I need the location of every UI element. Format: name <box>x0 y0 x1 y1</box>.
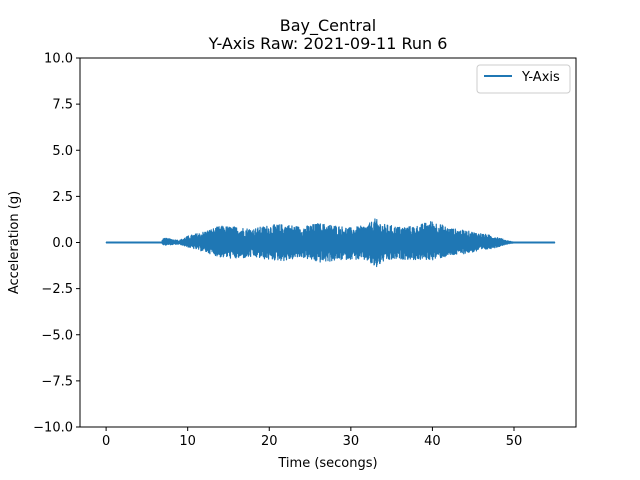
y-axis-ticks: 10.0 7.5 5.0 2.5 0.0 −2.5 −5.0 −7.5 −10.0 <box>33 52 80 436</box>
x-axis-label: Time (secongs) <box>277 456 377 471</box>
x-tick-label: 0 <box>102 434 110 449</box>
y-tick-label: 10.0 <box>44 52 73 67</box>
legend: Y-Axis <box>476 64 571 94</box>
x-tick-label: 10 <box>179 434 196 449</box>
series-layer <box>105 218 556 268</box>
series-line-y-axis <box>105 218 556 268</box>
y-tick-label: −7.5 <box>41 374 73 389</box>
y-tick-label: 5.0 <box>52 144 73 159</box>
y-tick-label: −5.0 <box>41 328 73 343</box>
y-tick-label: −10.0 <box>33 421 73 436</box>
x-tick-label: 30 <box>343 434 360 449</box>
x-tick-label: 50 <box>506 434 523 449</box>
x-tick-label: 40 <box>424 434 441 449</box>
x-axis-ticks: 0 10 20 30 40 50 <box>102 427 522 449</box>
y-tick-label: 7.5 <box>52 98 73 113</box>
legend-box <box>476 64 571 94</box>
y-axis-label: Acceleration (g) <box>7 191 22 294</box>
chart-title: Bay_Central <box>280 16 377 36</box>
x-tick-label: 20 <box>261 434 278 449</box>
y-tick-label: 0.0 <box>52 236 73 251</box>
y-tick-label: 2.5 <box>52 190 73 205</box>
y-tick-label: −2.5 <box>41 282 73 297</box>
chart-subtitle: Y-Axis Raw: 2021-09-11 Run 6 <box>208 34 448 53</box>
plot-frame <box>79 57 577 428</box>
legend-label-y-axis: Y-Axis <box>521 70 560 85</box>
